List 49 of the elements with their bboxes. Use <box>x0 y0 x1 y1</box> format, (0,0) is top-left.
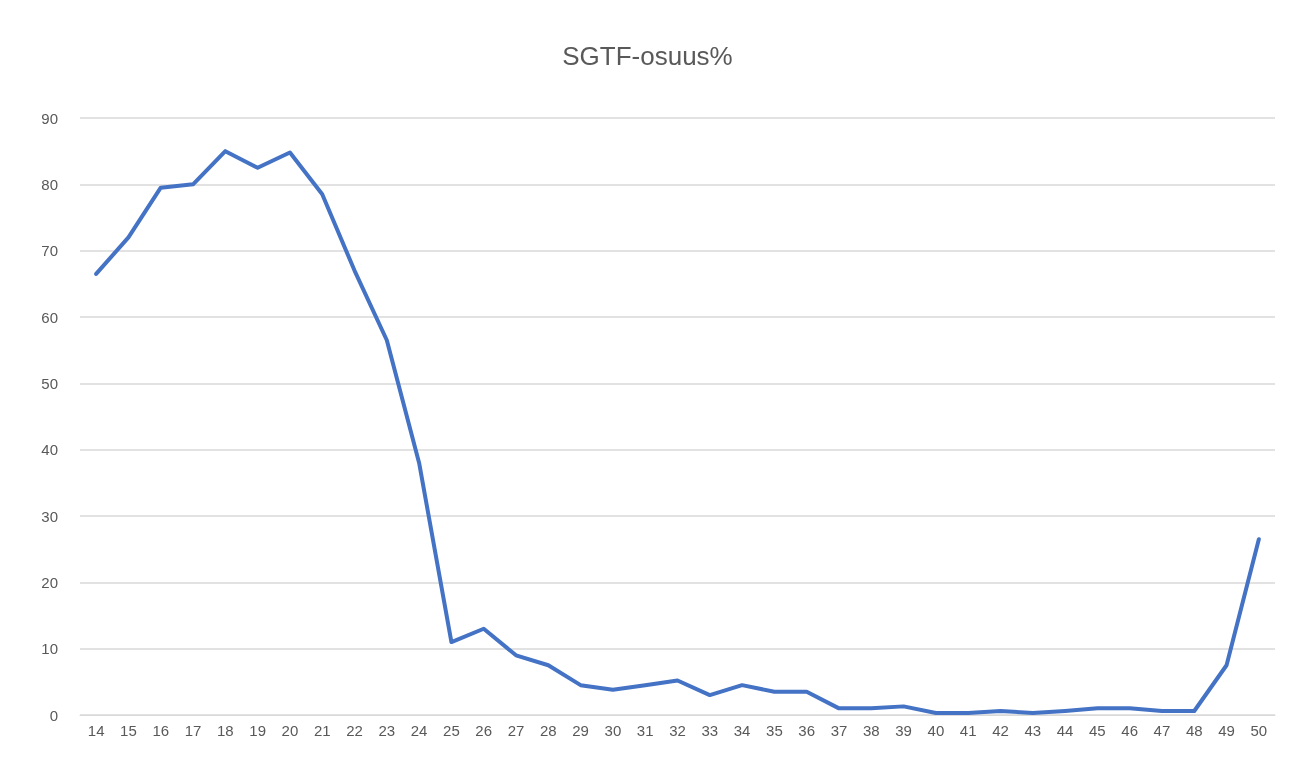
x-tick-label: 33 <box>701 722 719 739</box>
x-tick-label: 25 <box>443 722 460 739</box>
x-tick-label: 36 <box>798 722 816 739</box>
x-tick-label: 43 <box>1024 722 1042 739</box>
x-tick-label: 23 <box>378 722 396 739</box>
y-tick-label: 70 <box>41 242 58 260</box>
x-tick-label: 41 <box>959 722 977 739</box>
x-tick-label: 17 <box>184 722 202 739</box>
x-tick-label: 34 <box>733 722 751 739</box>
y-tick-label: 40 <box>41 441 58 459</box>
x-tick-label: 46 <box>1121 722 1139 739</box>
y-tick-label: 50 <box>41 374 58 392</box>
y-tick-label: 30 <box>41 507 58 525</box>
x-tick-label: 14 <box>87 722 105 739</box>
x-tick-label: 45 <box>1089 722 1106 739</box>
x-tick-label: 35 <box>766 722 783 739</box>
line-series <box>94 149 1261 716</box>
x-tick-label: 24 <box>410 722 428 739</box>
y-tick-label: 80 <box>41 175 58 193</box>
y-tick-label: 20 <box>41 573 58 591</box>
x-tick-label: 44 <box>1056 722 1074 739</box>
x-tick-label: 18 <box>216 722 234 739</box>
x-tick-label: 21 <box>313 722 331 739</box>
x-tick-label: 29 <box>572 722 589 739</box>
x-tick-label: 37 <box>830 722 848 739</box>
y-tick-label: 0 <box>49 706 58 724</box>
x-tick-label: 50 <box>1250 722 1268 739</box>
x-tick-label: 40 <box>927 722 945 739</box>
x-tick-label: 49 <box>1218 722 1235 739</box>
x-tick-label: 26 <box>475 722 493 739</box>
x-tick-label: 15 <box>120 722 137 739</box>
y-tick-label: 10 <box>41 640 58 658</box>
x-tick-label: 28 <box>539 722 557 739</box>
x-tick-label: 48 <box>1185 722 1203 739</box>
x-tick-label: 39 <box>895 722 912 739</box>
x-tick-label: 16 <box>152 722 170 739</box>
chart-title: SGTF-osuus% <box>562 41 733 71</box>
x-tick-label: 31 <box>636 722 654 739</box>
y-tick-label: 60 <box>41 308 58 326</box>
x-tick-label: 30 <box>604 722 622 739</box>
x-tick-label: 47 <box>1153 722 1171 739</box>
x-tick-label: 19 <box>249 722 266 739</box>
x-tick-label: 27 <box>507 722 525 739</box>
x-tick-label: 32 <box>669 722 686 739</box>
x-tick-label: 20 <box>281 722 299 739</box>
x-tick-label: 42 <box>992 722 1009 739</box>
x-tick-label: 22 <box>346 722 363 739</box>
y-tick-label: 90 <box>41 109 58 127</box>
x-tick-label: 38 <box>862 722 880 739</box>
